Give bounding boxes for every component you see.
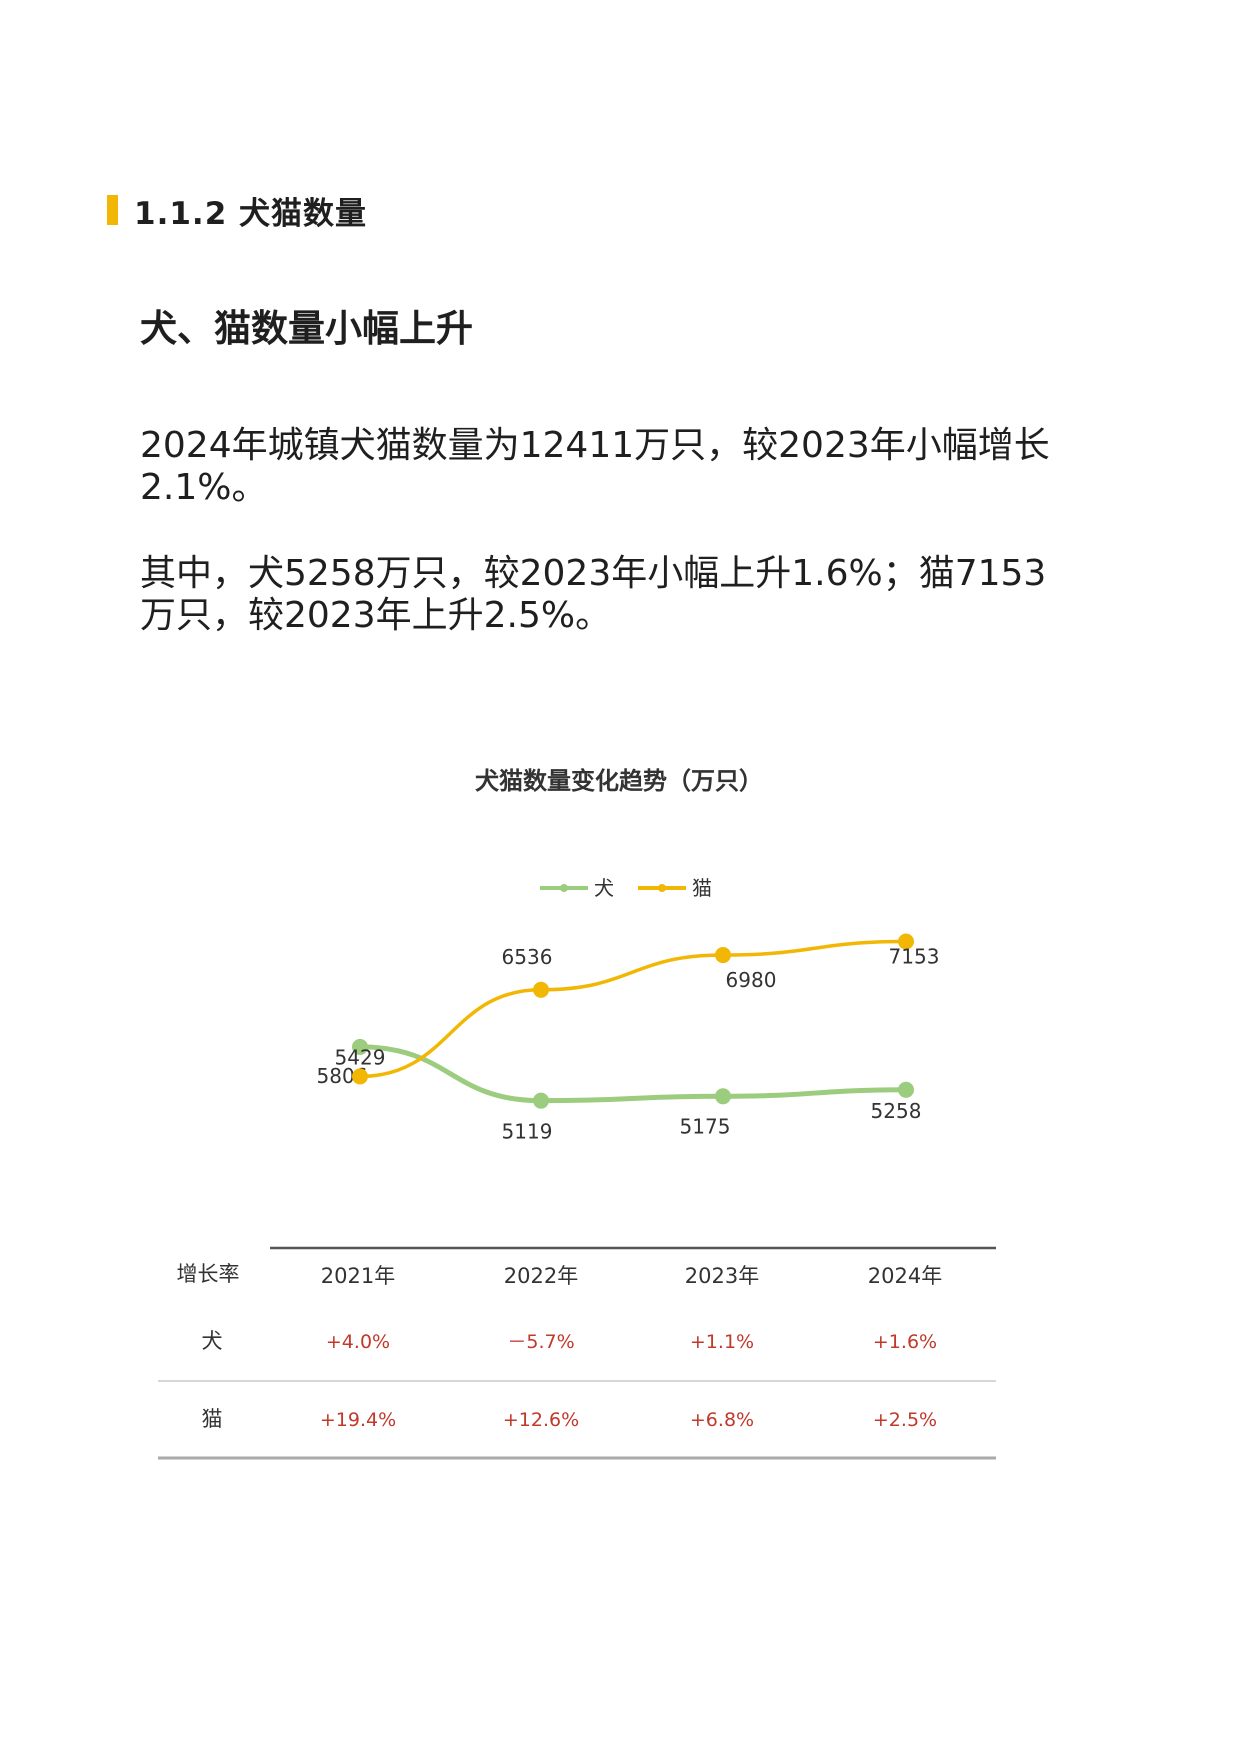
legend-marker-cat [658, 884, 666, 892]
data-label-cat-1: 6536 [502, 945, 553, 969]
data-label-cat-3: 7153 [889, 945, 940, 969]
data-point-cat-0 [352, 1068, 368, 1085]
table-rate-dog-3: +1.6% [873, 1331, 937, 1353]
table-row-label-cat: 猫 [202, 1407, 223, 1431]
table-year-3: 2024年 [868, 1264, 942, 1288]
legend-label-cat: 猫 [692, 876, 712, 900]
legend-item-cat: 猫 [638, 876, 712, 900]
legend-label-dog: 犬 [594, 876, 614, 900]
table-row-label-dog: 犬 [202, 1329, 223, 1353]
data-point-cat-3 [898, 933, 914, 950]
data-point-dog-3 [898, 1081, 914, 1098]
data-label-dog-3: 5258 [871, 1099, 922, 1123]
table-year-1: 2022年 [504, 1264, 578, 1288]
chart-title: 犬猫数量变化趋势（万只） [475, 767, 763, 795]
paragraph-total: 2024年城镇犬猫数量为12411万只，较2023年小幅增长2.1%。 [140, 425, 1050, 508]
table-year-2: 2023年 [685, 1264, 759, 1288]
chart-legend: 犬猫 [540, 876, 712, 900]
legend-marker-dog [560, 884, 568, 892]
data-point-dog-0 [352, 1038, 368, 1055]
headline: 犬、猫数量小幅上升 [140, 307, 473, 350]
table-rate-cat-0: +19.4% [320, 1409, 396, 1431]
table-rate-dog-0: +4.0% [326, 1331, 390, 1353]
data-label-dog-2: 5175 [680, 1114, 731, 1138]
section-accent-bar [107, 195, 118, 225]
table-year-0: 2021年 [321, 1264, 395, 1288]
data-label-dog-1: 5119 [502, 1120, 553, 1144]
paragraph-breakdown: 其中，犬5258万只，较2023年小幅上升1.6%；猫7153万只，较2023年… [140, 553, 1047, 636]
table-rate-dog-1: －5.7% [507, 1331, 574, 1353]
table-rate-cat-1: +12.6% [503, 1409, 579, 1431]
table-rate-cat-3: +2.5% [873, 1409, 937, 1431]
table-rate-dog-2: +1.1% [690, 1331, 754, 1353]
data-label-cat-2: 6980 [726, 968, 777, 992]
series-line-cat [359, 939, 907, 1079]
data-point-cat-2 [715, 947, 731, 964]
table-header-label: 增长率 [177, 1262, 240, 1286]
data-point-cat-1 [533, 981, 549, 998]
series-line-dog [359, 1044, 907, 1104]
data-point-dog-1 [533, 1092, 549, 1109]
section-heading: 1.1.2 犬猫数量 [107, 193, 367, 232]
data-point-dog-2 [715, 1088, 731, 1105]
legend-item-dog: 犬 [540, 876, 614, 900]
table-rate-cat-2: +6.8% [690, 1409, 754, 1431]
section-title: 1.1.2 犬猫数量 [134, 195, 368, 232]
data-label-cat-0: 5429 [335, 1045, 386, 1069]
